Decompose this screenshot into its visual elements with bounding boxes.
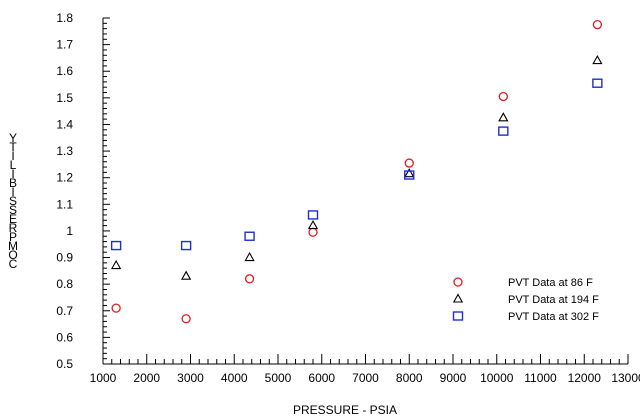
- square-data-point: [404, 170, 415, 180]
- circle-data-point: [498, 91, 508, 102]
- y-axis-label-letter: E: [8, 212, 17, 226]
- y-axis-label-letter: L: [9, 158, 17, 172]
- circle-data-point: [244, 274, 255, 284]
- y-axis-label-letter: P: [8, 230, 17, 244]
- legend-label: PVT Data at 86 F: [508, 277, 593, 289]
- y-tick-label: 0.8: [56, 277, 73, 291]
- triangle-data-point: [498, 112, 509, 122]
- x-tick-label: 13000: [611, 371, 640, 385]
- y-axis-label-letter: Y: [8, 131, 17, 145]
- y-tick-label: 1.4: [56, 117, 73, 131]
- x-tick-label: 7000: [352, 371, 379, 385]
- y-axis-label-letter: S: [8, 203, 17, 217]
- triangle-data-point: [180, 270, 192, 280]
- legend: PVT Data at 86 F PVT Data at 194 F PVT Dat…: [452, 277, 599, 323]
- y-axis-label-letter: C: [8, 257, 18, 271]
- x-tick-label: 10000: [480, 371, 514, 385]
- square-data-point: [180, 240, 192, 251]
- triangle-data-point: [244, 251, 255, 262]
- x-tick-label: 4000: [221, 371, 248, 385]
- y-tick-label: 0.5: [56, 357, 73, 371]
- y-tick-label: 1.7: [56, 38, 73, 52]
- x-tick-label: 12000: [568, 371, 602, 385]
- triangle-data-point: [110, 259, 122, 270]
- triangle-data-point: [404, 168, 415, 178]
- x-tick-label: 5000: [265, 371, 292, 385]
- square-data-point: [307, 210, 319, 220]
- circle-data-point: [111, 303, 121, 313]
- y-tick-label: 1.6: [56, 64, 73, 78]
- y-axis-label-letter: O: [8, 248, 18, 262]
- y-axis-label-letter: B: [8, 176, 17, 190]
- legend-label: PVT Data at 302 F: [508, 311, 599, 323]
- y-axis-label-letter: R: [8, 221, 18, 235]
- legend-marker: [452, 311, 464, 321]
- triangle-data-point: [307, 219, 319, 230]
- data-markers: [110, 20, 603, 324]
- x-tick-label: 6000: [308, 371, 335, 385]
- x-tick-label: 11000: [524, 371, 557, 385]
- square-data-point: [592, 78, 603, 88]
- y-tick-label: 0.9: [56, 251, 73, 265]
- triangle-data-point: [592, 54, 603, 65]
- x-tick-label: 9000: [440, 371, 467, 385]
- y-tick-label: 1.2: [56, 171, 73, 185]
- y-tick-label: 1.3: [56, 144, 73, 158]
- y-axis-label-letter: M: [8, 239, 18, 253]
- x-tick-label: 2000: [133, 371, 160, 385]
- y-axis-label-letter: I: [11, 185, 15, 199]
- axes: 0.5 0.6 0.7 0.8 0.9 1 1.1 1.2 1.3 1.4 1.5 1.6 1.7 1.8…: [56, 11, 640, 385]
- legend-label: PVT Data at 194 F: [508, 294, 599, 306]
- legend-marker: [452, 293, 464, 303]
- circle-data-point: [592, 20, 603, 30]
- square-data-point: [110, 240, 122, 251]
- y-tick-label: 1.5: [56, 91, 73, 105]
- square-data-point: [498, 126, 509, 136]
- x-tick-label: 8000: [396, 371, 423, 385]
- y-tick-label: 0.6: [56, 330, 73, 344]
- y-tick-label: 1.8: [56, 11, 73, 25]
- square-data-point: [244, 231, 255, 241]
- circle-data-point: [308, 227, 318, 237]
- x-tick-label: 3000: [177, 371, 204, 385]
- y-tick-label: 1.1: [56, 197, 73, 211]
- y-tick-label: 1: [66, 224, 73, 238]
- x-tick-label: 1000: [90, 371, 117, 385]
- y-axis-label-letter: I: [11, 149, 15, 163]
- y-axis-label-letter: T: [9, 140, 17, 154]
- circle-data-point: [181, 314, 191, 324]
- y-tick-label: 0.7: [56, 304, 73, 318]
- y-axis-label-letter: S: [8, 194, 17, 208]
- y-axis-label-letter: I: [11, 167, 15, 181]
- x-axis-label: PRESSURE - PSIA: [293, 403, 397, 417]
- legend-marker: [453, 277, 463, 287]
- circle-data-point: [404, 158, 414, 168]
